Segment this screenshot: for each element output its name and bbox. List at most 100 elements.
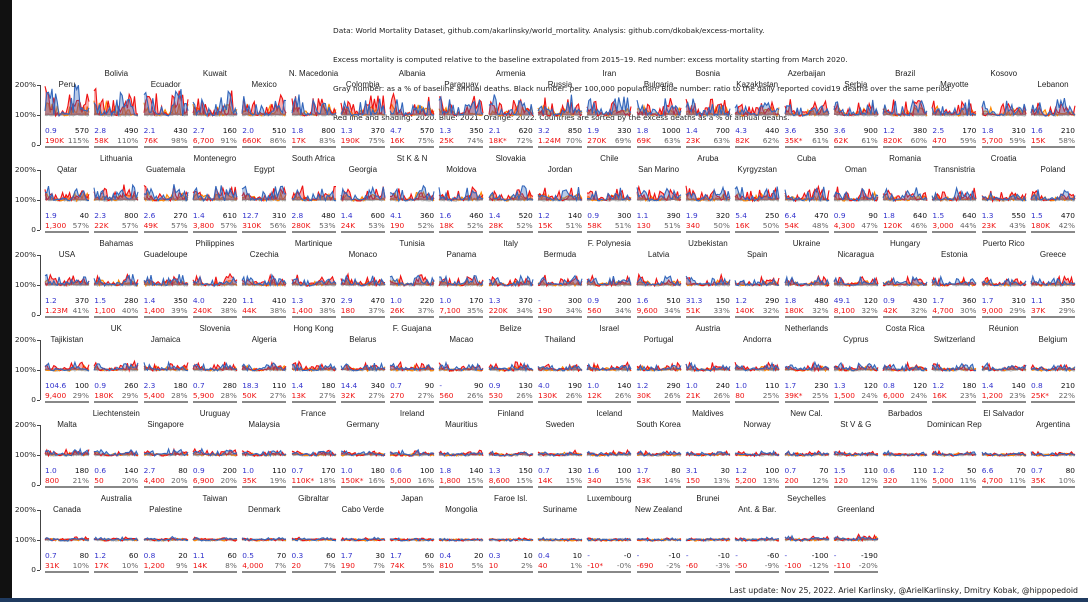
per-100k: 170 [962,126,977,135]
covid-ratio: 1.2 [636,381,649,390]
excess-percent: 26% [713,391,730,400]
mortality-line-2020 [389,360,435,373]
country-plot [93,359,139,373]
per-100k: 180 [74,466,89,475]
per-100k: 190 [567,381,582,390]
per-100k: 40 [79,211,89,220]
excess-percent: 57% [72,221,89,230]
per-100k: 600 [370,211,385,220]
country-name: Dominican Rep [927,420,982,429]
zero-line [143,401,188,403]
country-name: Tunisia [399,239,425,248]
country-plot [685,272,731,287]
excess-percent: 34% [565,306,582,315]
excess-percent: 26% [516,391,533,400]
zero-line [735,146,780,148]
country-panel: Suriname 0.4 10 40 1% [537,495,583,575]
zero-line [192,146,237,148]
covid-ratio: 1.8 [981,126,994,135]
zero-line [784,486,829,488]
country-panel: Brunei - -10 -60 -3% [685,494,731,575]
mortality-line-2021 [192,89,238,118]
country-name: Serbia [844,80,868,89]
mortality-line-2021 [93,91,139,117]
country-panel: Italy 1.3 370 220K 34% [488,239,534,320]
country-panel: Malaysia 1.0 110 35K 19% [241,410,287,490]
excess-area-2020 [587,189,632,201]
covid-ratio: - [735,551,738,560]
excess-deaths: 12K [587,391,602,400]
excess-percent: 10% [1058,476,1075,485]
per-100k: 220 [222,296,237,305]
covid-ratio: 1.4 [192,211,205,220]
country-name: Czechia [249,250,279,259]
country-panel: Latvia 1.6 510 9,600 34% [636,240,682,320]
excess-area-2021 [685,187,730,201]
excess-deaths: 7,100 [439,306,461,315]
excess-percent: 5% [471,561,484,570]
covid-ratio: 1.3 [340,126,353,135]
zero-line [685,231,730,233]
zero-line [784,571,829,573]
excess-area-2020 [94,88,139,116]
country-name: South Africa [291,154,336,163]
country-plot [389,91,435,118]
country-name: New Zealand [635,505,683,514]
country-plot [685,361,731,373]
excess-area-2021 [94,362,139,371]
excess-deaths: 800 [45,476,60,485]
description-line: Gray number: as a % of baseline annual d… [333,83,952,93]
covid-ratio: 2.1 [488,126,501,135]
covid-ratio: 1.0 [45,466,57,475]
excess-area-2022 [488,365,533,371]
country-plot [882,274,928,287]
covid-ratio: 1.9 [587,126,600,135]
covid-ratio: 0.8 [883,381,895,390]
excess-percent: 27% [319,391,336,400]
excess-percent: 13% [762,476,780,485]
country-plot [290,274,336,288]
zero-line [291,571,336,573]
baseline-year-line [981,198,1026,202]
zero-line [981,316,1026,318]
excess-deaths: 3,800 [192,221,215,230]
country-panel: Georgia 1.4 600 24K 53% [340,155,386,235]
zero-line [45,486,89,488]
per-100k: 10 [523,551,533,560]
per-100k: 360 [962,296,977,305]
country-name: Norway [743,420,771,429]
per-100k: 100 [74,381,89,390]
country-panel: Finland 1.3 150 8,600 15% [488,409,534,490]
covid-ratio: 1.4 [981,381,994,390]
per-100k: 410 [272,296,287,305]
per-100k: 80 [178,466,188,475]
country-name: Italy [503,239,519,248]
excess-deaths: 200 [784,476,799,485]
country-name: Aruba [697,154,719,163]
baseline-year-line [143,198,188,202]
per-100k: 380 [912,126,928,135]
country-plot [389,184,435,203]
mortality-line-2021 [241,362,287,373]
covid-ratio: 1.3 [833,381,846,390]
zero-line [439,486,484,488]
per-100k: 210 [1060,381,1075,390]
mortality-line-2021 [44,360,90,372]
mortality-line-2021 [734,185,780,202]
country-panel: Bolivia 2.8 490 58K 110% [93,69,139,150]
excess-percent: 7% [373,561,385,570]
covid-ratio: 1.8 [784,296,797,305]
zero-line [538,146,582,148]
excess-area-2021 [932,99,977,117]
per-100k: 180 [321,381,336,390]
covid-ratio: 1.8 [439,466,452,475]
country-panel: Belgium 0.8 210 25K* 22% [1030,325,1076,405]
mortality-line-2021 [981,191,1027,202]
mortality-line-2022 [488,192,533,202]
excess-deaths: 4,700 [932,306,954,315]
mortality-line-2020 [1030,102,1076,116]
country-panel: Jamaica 2.3 180 5,400 28% [143,325,189,405]
country-name: Paraguay [444,80,479,89]
excess-percent: 34% [614,306,632,315]
per-100k: 270 [173,211,188,220]
